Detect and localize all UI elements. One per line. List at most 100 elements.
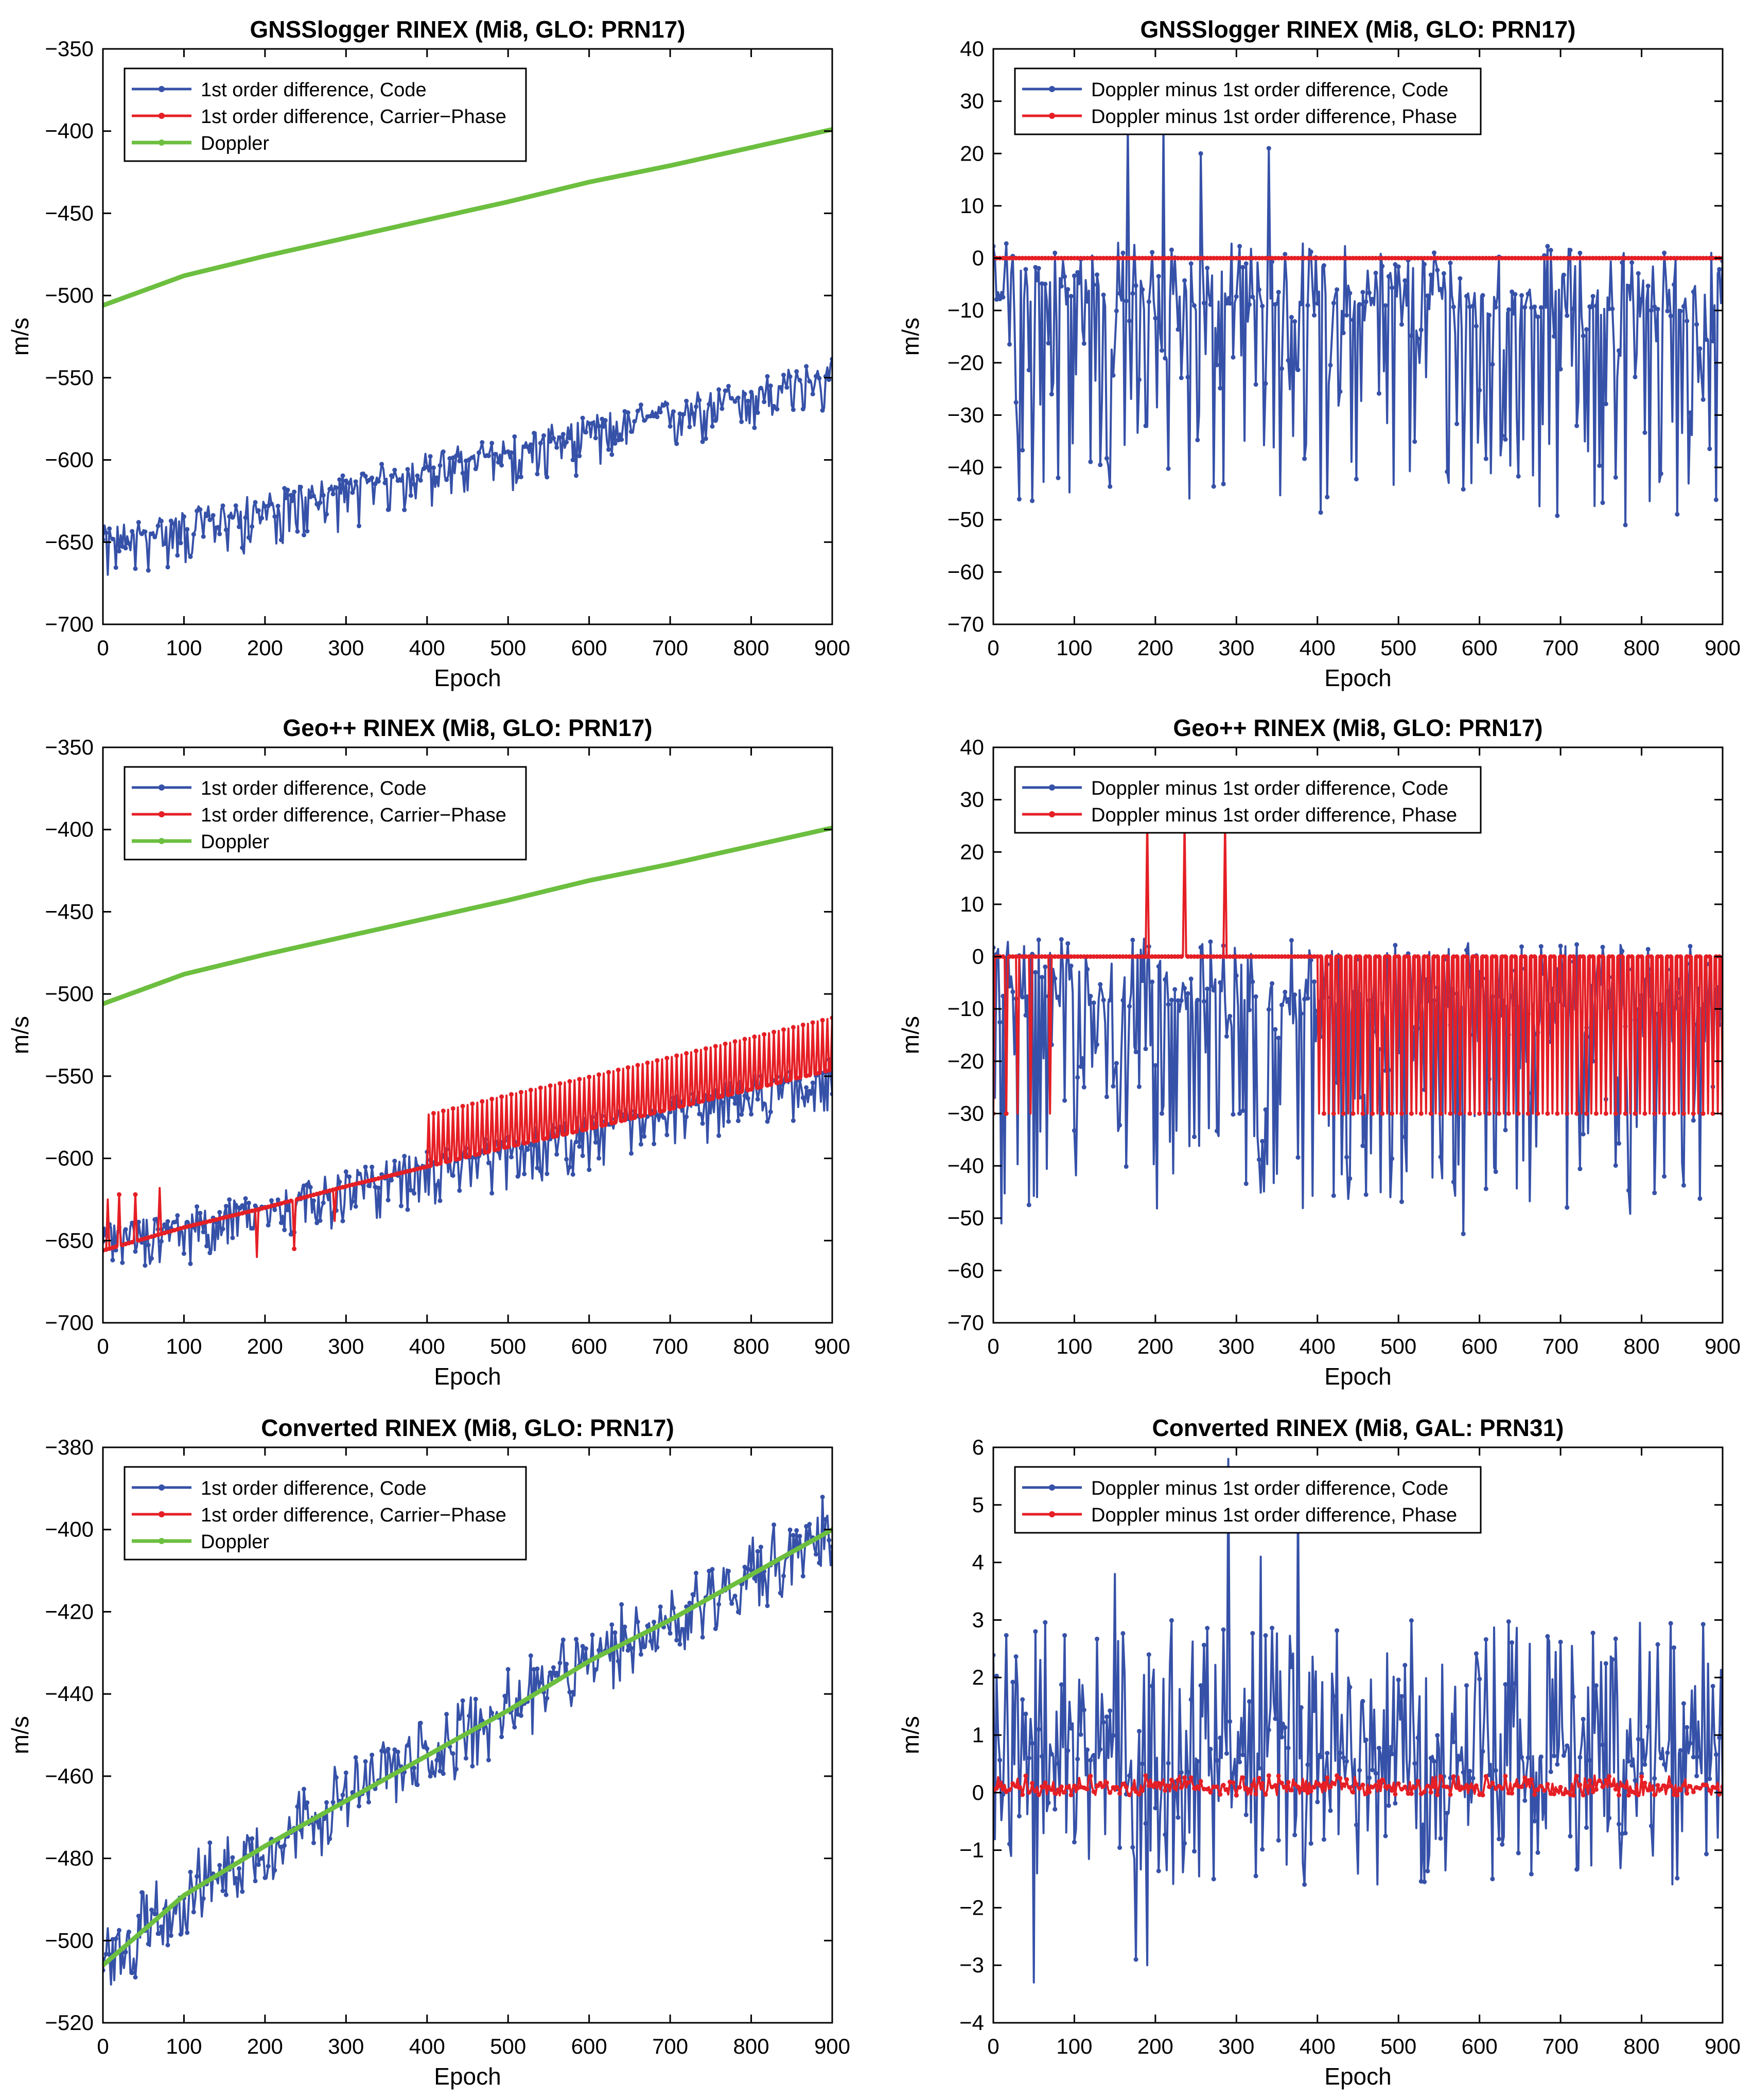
data-point: [373, 481, 378, 486]
data-point: [1227, 954, 1233, 959]
legend-box: [1014, 67, 1482, 135]
data-point: [1166, 1002, 1171, 1007]
data-point: [564, 1661, 569, 1667]
data-point: [1198, 256, 1203, 260]
legend-label: Doppler minus 1st order difference, Code: [1091, 1478, 1448, 1499]
data-point: [684, 398, 689, 404]
legend-box: [124, 67, 527, 162]
y-tick-label: −400: [45, 817, 94, 842]
data-point: [1124, 954, 1129, 959]
data-point: [690, 411, 695, 416]
data-point: [441, 449, 446, 454]
data-point: [1182, 1841, 1187, 1846]
data-point: [1302, 1788, 1307, 1793]
data-point: [1266, 954, 1271, 959]
data-point: [1111, 954, 1116, 959]
x-tick-label: 400: [409, 1334, 445, 1358]
data-point: [538, 1086, 543, 1090]
data-point: [1033, 256, 1038, 260]
data-point: [450, 1173, 455, 1178]
data-point: [1065, 287, 1071, 292]
data-point: [1318, 510, 1323, 515]
data-point: [1347, 291, 1353, 296]
data-point: [1519, 944, 1524, 949]
data-point: [1127, 1792, 1132, 1797]
data-point: [1302, 456, 1307, 461]
data-point: [1101, 292, 1106, 297]
data-point: [366, 478, 371, 483]
data-point: [1341, 1755, 1346, 1760]
data-point: [1016, 256, 1022, 260]
data-point: [1072, 256, 1077, 260]
data-point: [1072, 1840, 1077, 1845]
y-tick-label: −20: [948, 1049, 984, 1073]
plot-data: [993, 121, 1723, 528]
data-point: [567, 1079, 572, 1084]
data-point: [823, 1517, 828, 1522]
data-point: [1535, 1111, 1540, 1116]
data-point: [1072, 273, 1077, 278]
data-point: [288, 1198, 293, 1203]
data-point: [1581, 954, 1586, 959]
data-point: [1445, 469, 1450, 474]
y-tick-label: −520: [45, 2010, 94, 2035]
data-point: [1098, 954, 1103, 959]
data-point: [1270, 954, 1275, 959]
data-point: [1146, 299, 1151, 304]
data-point: [188, 554, 193, 559]
data-point: [1283, 1725, 1288, 1730]
data-point: [1201, 1642, 1206, 1648]
data-point: [1013, 1654, 1019, 1659]
data-point: [1059, 1784, 1064, 1789]
data-point: [1704, 954, 1709, 959]
data-point: [415, 1782, 420, 1788]
data-point: [149, 531, 154, 536]
data-point: [240, 1889, 245, 1894]
y-tick-label: −500: [45, 1928, 94, 1952]
data-point: [1626, 256, 1631, 260]
data-point: [1367, 290, 1372, 295]
data-point: [272, 1207, 277, 1212]
data-point: [1639, 954, 1644, 959]
data-point: [1568, 1834, 1573, 1839]
data-point: [1308, 957, 1313, 962]
data-point: [1685, 1725, 1690, 1730]
data-point: [1350, 1790, 1356, 1795]
x-tick-label: 600: [571, 1334, 607, 1358]
data-point: [1101, 1720, 1106, 1725]
data-point: [405, 467, 410, 472]
data-point: [1205, 256, 1210, 260]
data-point: [1548, 248, 1553, 253]
data-point: [1607, 954, 1612, 959]
data-point: [1208, 302, 1213, 307]
data-point: [1043, 1780, 1048, 1786]
data-point: [1143, 1821, 1148, 1826]
data-point: [1010, 954, 1015, 959]
data-point: [1010, 989, 1015, 994]
data-point: [1558, 1784, 1563, 1790]
data-point: [707, 401, 712, 407]
data-point: [1253, 1791, 1258, 1796]
y-tick-label: −20: [948, 351, 984, 375]
data-point: [418, 1721, 423, 1726]
data-point: [1694, 954, 1699, 959]
data-point: [587, 1075, 592, 1079]
data-point: [1607, 1774, 1612, 1779]
data-point: [1593, 303, 1599, 308]
data-point: [1587, 256, 1592, 260]
data-point: [528, 1653, 533, 1658]
data-point: [295, 529, 300, 534]
data-point: [467, 1154, 472, 1159]
data-point: [1441, 954, 1446, 959]
data-point: [1208, 256, 1213, 260]
data-point: [609, 452, 615, 457]
data-point: [1205, 1787, 1210, 1792]
data-point: [1263, 1633, 1268, 1638]
data-point: [1685, 1791, 1690, 1796]
data-point: [1565, 313, 1570, 318]
data-point: [1386, 256, 1391, 260]
data-point: [298, 484, 303, 489]
data-point: [1143, 1046, 1148, 1052]
data-point: [1425, 293, 1430, 298]
data-point: [1610, 256, 1615, 260]
